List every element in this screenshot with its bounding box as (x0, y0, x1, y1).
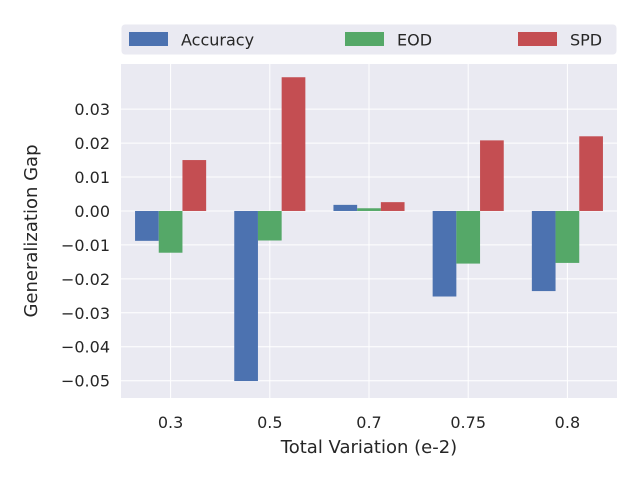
bar-accuracy-0.5 (234, 210, 258, 382)
legend-swatch-eod (345, 32, 384, 46)
legend-label-accuracy: Accuracy (181, 31, 254, 50)
y-axis-ticks: −0.05 −0.04 −0.03 −0.02 −0.01 0.00 0.01 0.02 0.0… (61, 100, 110, 391)
x-axis-title: Total Variation (e-2) (280, 437, 457, 458)
bars (135, 77, 603, 382)
bar-accuracy-0.8 (531, 210, 556, 292)
y-tick-label: −0.04 (61, 338, 110, 357)
bar-spd-0.3 (182, 160, 207, 211)
y-tick-label: 0.02 (74, 134, 110, 153)
legend-swatch-spd (518, 32, 557, 46)
bar-accuracy-0.75 (432, 210, 457, 297)
y-tick-label: 0.01 (74, 168, 110, 187)
legend-label-eod: EOD (397, 31, 432, 50)
bar-accuracy-0.3 (135, 210, 159, 241)
bar-eod-0.7 (357, 208, 381, 211)
bar-eod-0.3 (158, 210, 183, 253)
y-tick-label: −0.02 (61, 270, 110, 289)
y-tick-label: −0.05 (61, 372, 110, 391)
legend-label-spd: SPD (570, 31, 602, 50)
y-tick-label: 0.00 (74, 202, 110, 221)
x-tick-label: 0.75 (450, 413, 486, 432)
x-tick-label: 0.8 (555, 413, 580, 432)
x-tick-label: 0.5 (257, 413, 282, 432)
y-tick-label: 0.03 (74, 100, 110, 119)
x-tick-label: 0.7 (356, 413, 381, 432)
bar-spd-0.5 (281, 77, 306, 211)
legend: Accuracy EOD SPD (120, 23, 618, 56)
y-axis-title: Generalization Gap (21, 144, 42, 317)
bar-accuracy-0.7 (333, 204, 358, 211)
bar-spd-0.75 (480, 140, 504, 211)
bar-eod-0.8 (555, 210, 580, 263)
x-tick-label: 0.3 (158, 413, 183, 432)
bar-spd-0.7 (380, 202, 405, 211)
bar-eod-0.75 (456, 210, 481, 264)
bar-eod-0.5 (257, 210, 282, 241)
bar-spd-0.8 (579, 136, 603, 211)
y-tick-label: −0.01 (61, 236, 110, 255)
x-axis-ticks: 0.3 0.5 0.7 0.75 0.8 (158, 413, 580, 432)
legend-swatch-accuracy (129, 32, 168, 46)
y-tick-label: −0.03 (61, 304, 110, 323)
